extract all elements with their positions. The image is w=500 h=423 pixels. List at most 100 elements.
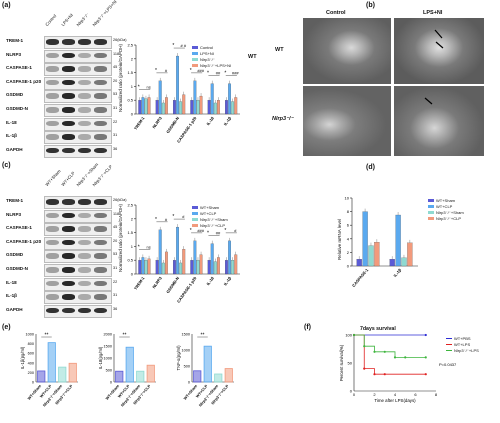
panel-letter-a: (a) — [2, 2, 11, 9]
sig-star: * — [155, 217, 157, 223]
bar — [231, 101, 235, 115]
x-tick-label: IL-1β — [223, 275, 233, 286]
bar — [176, 226, 179, 275]
kda-label: 31 — [113, 133, 118, 138]
blot-band — [46, 66, 59, 72]
bar — [141, 97, 145, 115]
lane-label: WT+CLP — [60, 170, 76, 187]
blot-band — [78, 107, 91, 113]
blot-band — [78, 239, 91, 246]
blot-band — [62, 66, 75, 72]
legend-item: Nlrp3⁻/⁻+Sham — [192, 217, 228, 222]
y-axis-label: Relative mRNA level — [337, 218, 342, 260]
sig-label: ### — [232, 71, 239, 76]
bar — [141, 257, 145, 275]
survival-point — [424, 373, 427, 376]
x-tick-label: IL-18 — [205, 275, 215, 286]
blot-band — [78, 199, 91, 205]
blot-band — [78, 307, 91, 314]
bar — [138, 100, 142, 115]
bar — [155, 260, 159, 275]
blot-band — [46, 280, 59, 287]
panel-f: (f) 7days survival 0 50 100 0 2 4 6 8 Percent su… — [300, 322, 500, 423]
y-tick-label: 400 — [28, 361, 34, 365]
bar — [213, 261, 217, 275]
blot-row-label: GSDMD-N — [6, 106, 28, 111]
sig-label: ns — [147, 244, 151, 249]
legend-label: LPS+NI — [200, 51, 214, 56]
sem-image-nlrp3-control — [303, 86, 391, 156]
blot-row-label: NLRP3 — [6, 51, 22, 57]
blot-band — [62, 226, 75, 232]
blot-row-label: GAPDH — [6, 306, 23, 312]
survival-point — [352, 333, 356, 337]
y-tick-label: 0 — [350, 389, 353, 394]
y-tick-label: 1000 — [104, 357, 112, 361]
sig-star: * — [138, 244, 140, 250]
legend-swatch — [428, 199, 434, 203]
bar — [196, 100, 200, 115]
bar — [374, 242, 380, 267]
blot-band — [46, 147, 59, 154]
y-tick-label: 800 — [28, 342, 34, 346]
blot-row-label: GSDMD — [6, 252, 24, 258]
y-tick-label: 600 — [28, 352, 34, 356]
blot-band — [94, 212, 107, 219]
sig-label: # — [165, 68, 168, 73]
bar — [161, 262, 165, 275]
bar — [176, 55, 179, 115]
legend-item: Nlrp3⁻/⁻+Sham — [428, 210, 464, 215]
blot-band — [94, 120, 107, 127]
blot-band — [78, 294, 91, 300]
blot-band — [94, 66, 107, 72]
y-tick-label: 2000 — [104, 333, 112, 337]
sig-star: * — [224, 71, 226, 77]
blot-band — [46, 39, 59, 45]
survival-point — [424, 356, 427, 359]
bar — [395, 214, 401, 267]
blot-band — [62, 120, 75, 127]
bar — [224, 368, 233, 383]
blot-band — [46, 134, 59, 140]
x-tick-label: 6 — [414, 392, 417, 397]
legend-label: WT+Sham — [200, 205, 220, 210]
sig-star: * — [138, 84, 140, 90]
lane-label: Control — [44, 13, 58, 27]
y-tick-label: 6 — [347, 223, 350, 228]
x-tick-label: CASPASE-1 — [351, 267, 370, 288]
kda-label: 20 — [113, 238, 118, 243]
blot-band — [62, 39, 75, 45]
survival-point — [383, 373, 386, 376]
blot-band — [78, 212, 91, 219]
blot-band — [78, 253, 91, 259]
legend-label: Nlrp3⁻/⁻+LPS — [454, 348, 479, 353]
kda-label: 45 — [113, 225, 118, 230]
x-tick-label: GSDMD-N — [165, 116, 180, 135]
sig-label: # — [234, 228, 237, 233]
sig-label: ### — [197, 68, 204, 73]
bar-chart-d: 0 2 4 6 8 10 CASPASE-1 IL-1β — [345, 196, 418, 288]
blot-band — [46, 226, 59, 232]
blot-row-label: IL-1β — [6, 293, 17, 299]
blot-row-label: TREM-1 — [6, 38, 24, 43]
kda-label: 45 — [113, 65, 118, 70]
y-tick-label: 0 — [131, 272, 134, 277]
x-tick-label: WT+Sham — [105, 384, 120, 401]
blot-band — [46, 79, 59, 86]
panel-e: (e) 0 200 400 600 800 1000 IL-1β(pg/ml) WT+Sham… — [0, 322, 245, 423]
survival-point — [393, 356, 397, 359]
panel-letter-d: (d) — [366, 164, 375, 171]
y-tick-label: 2 — [347, 250, 350, 255]
bar — [234, 254, 238, 275]
blot-row-label: CASPASE-1 p20 — [6, 238, 42, 244]
y-tick-label: 1000 — [26, 333, 34, 337]
bar — [356, 259, 362, 267]
survival-point — [363, 367, 366, 370]
blot-row-label: GAPDH — [6, 146, 23, 152]
bar — [147, 97, 151, 115]
blot-band — [62, 280, 75, 287]
blot-band — [94, 52, 107, 59]
y-axis-label: IL-18(pg/ml) — [98, 346, 103, 369]
bar — [368, 245, 374, 267]
